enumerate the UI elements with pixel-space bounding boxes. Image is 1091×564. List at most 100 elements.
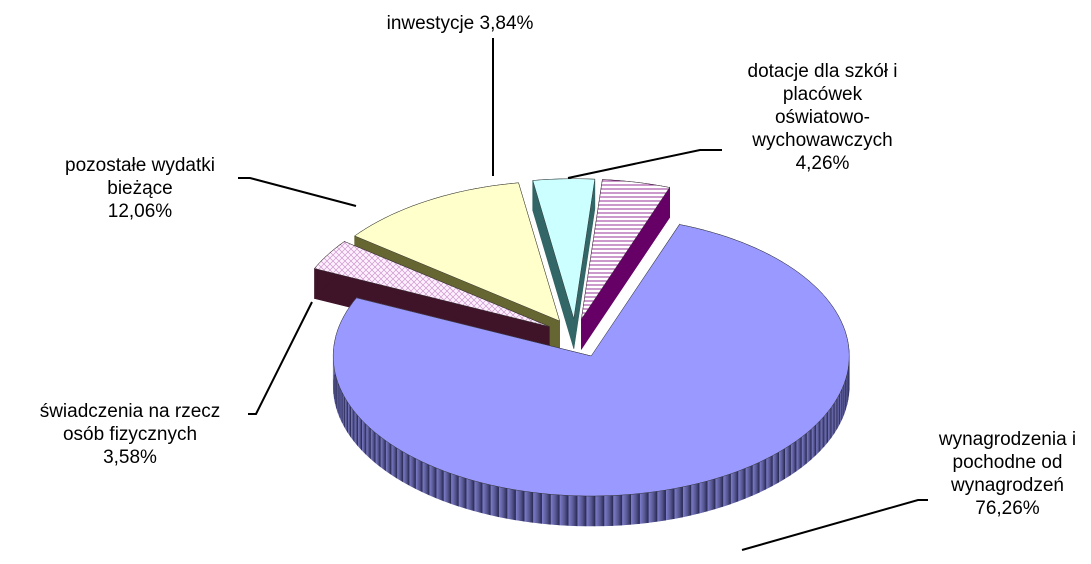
slice-side xyxy=(450,473,459,507)
slice-side xyxy=(827,406,832,443)
slice-side xyxy=(784,444,791,480)
slice-side xyxy=(630,493,640,525)
slice xyxy=(332,223,850,527)
slice-side xyxy=(830,401,835,439)
slice-top xyxy=(332,224,850,497)
slice-side xyxy=(801,432,807,468)
slice-side xyxy=(752,461,760,496)
slice-side xyxy=(374,431,381,468)
slice-side xyxy=(481,482,491,516)
slice-label: wynagrodzenia i pochodne od wynagrodzeń … xyxy=(930,428,1085,520)
slice-side xyxy=(744,464,753,499)
slice-side xyxy=(698,480,708,514)
slice-side xyxy=(665,488,675,521)
slice-side xyxy=(396,447,404,483)
slice xyxy=(581,179,671,351)
slice-side xyxy=(473,480,483,514)
slice-side xyxy=(443,470,452,504)
slice-side xyxy=(648,491,658,523)
value-label: 4,26% xyxy=(795,153,850,174)
slice-side xyxy=(690,482,700,516)
value-label: 3,84% xyxy=(479,13,534,34)
slice-side xyxy=(458,475,467,509)
slice-side xyxy=(415,458,423,493)
slice xyxy=(532,178,596,349)
slice-side xyxy=(506,487,516,521)
category-label: świadczenia na rzecz osób fizycznych xyxy=(39,401,221,445)
slice-side xyxy=(612,494,623,526)
slice-side xyxy=(823,411,829,448)
slice-side xyxy=(737,467,746,502)
slice-side xyxy=(344,396,348,434)
slice-label: pozostałe wydatki bieżące 12,06% xyxy=(40,154,240,223)
category-label: wynagrodzenia i pochodne od wynagrodzeń xyxy=(938,429,1077,496)
value-label: 76,26% xyxy=(975,498,1040,519)
slice-side xyxy=(515,489,525,522)
slice-side xyxy=(815,419,821,456)
slice-side xyxy=(390,443,398,479)
slice-side xyxy=(365,423,371,460)
slice-side xyxy=(523,490,534,523)
leader-line xyxy=(567,149,722,179)
slice-top xyxy=(532,178,596,319)
slice-side xyxy=(339,388,343,423)
slice-side xyxy=(765,455,773,490)
slice-side xyxy=(402,451,410,486)
slice-side xyxy=(585,495,596,527)
slice-side xyxy=(621,494,632,526)
slice-side xyxy=(314,263,319,300)
category-label: dotacje dla szkół i placówek oświatowo-w… xyxy=(747,61,898,151)
slice-side xyxy=(361,419,367,456)
slice-top xyxy=(354,182,560,322)
slice-side xyxy=(379,436,386,472)
slice-side xyxy=(342,392,346,428)
slice-side xyxy=(541,493,551,525)
slice-side xyxy=(594,495,605,527)
leader-line xyxy=(238,177,357,207)
slice-side xyxy=(370,427,376,464)
slice-side xyxy=(357,414,363,451)
slice-side xyxy=(421,461,430,496)
slice-side xyxy=(673,486,683,519)
slice-side xyxy=(385,439,392,475)
slice-side xyxy=(559,494,569,526)
slice-label: świadczenia na rzecz osób fizycznych 3,5… xyxy=(20,400,240,469)
slice-side xyxy=(722,473,731,507)
slice-side xyxy=(498,486,508,519)
slices xyxy=(314,178,850,527)
slice-side xyxy=(836,393,841,429)
slice-side xyxy=(353,410,359,447)
slice-side xyxy=(714,476,724,510)
slice-side xyxy=(567,495,578,527)
slice-label: dotacje dla szkół i placówek oświatowo-w… xyxy=(735,60,910,175)
leader-line xyxy=(741,499,928,551)
slice-side xyxy=(576,495,587,527)
slice-side xyxy=(465,478,475,512)
slice-top xyxy=(581,179,671,320)
leader-line xyxy=(248,301,313,415)
slice-side xyxy=(435,467,444,502)
value-label: 3,58% xyxy=(103,447,157,468)
value-label: 12,06% xyxy=(107,201,173,222)
slice-side xyxy=(603,495,614,527)
slice-side xyxy=(811,424,817,460)
slice-side xyxy=(806,428,812,464)
slice-label: inwestycje 3,84% xyxy=(340,12,580,35)
slice-side xyxy=(730,470,739,505)
slice-side xyxy=(490,484,499,518)
category-label: pozostałe wydatki bieżące xyxy=(65,155,215,199)
slice-side xyxy=(350,405,355,443)
slice-side xyxy=(819,415,825,452)
slice-side xyxy=(428,464,437,499)
slice-top xyxy=(314,241,550,327)
slice-side xyxy=(706,478,716,512)
slice-side xyxy=(550,493,560,526)
slice xyxy=(314,240,550,358)
slice-side xyxy=(758,458,767,493)
category-label: inwestycje xyxy=(386,13,475,34)
slice-side xyxy=(656,489,666,522)
slice-side xyxy=(778,448,786,483)
slice-side xyxy=(790,440,797,476)
